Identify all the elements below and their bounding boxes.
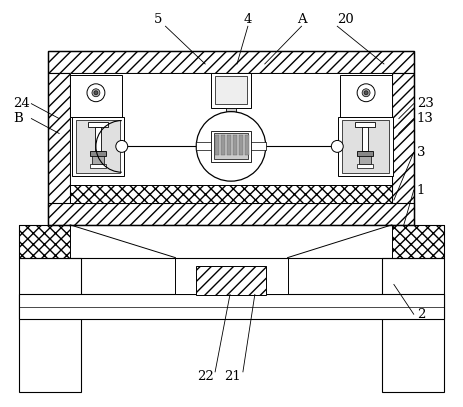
Bar (340, 75, 392, 116)
Text: 13: 13 (417, 112, 434, 125)
Circle shape (362, 89, 370, 97)
Bar (382, 258, 444, 392)
Bar (70, 73, 392, 203)
Bar (357, 151, 373, 156)
Bar (357, 164, 373, 168)
Circle shape (87, 84, 105, 102)
Bar (70, 185, 392, 203)
Text: 21: 21 (225, 370, 241, 383)
Circle shape (94, 91, 98, 95)
Text: 24: 24 (13, 97, 30, 110)
Bar (223, 116, 239, 120)
Text: 5: 5 (154, 13, 163, 26)
Bar (215, 136, 219, 155)
Circle shape (92, 89, 100, 97)
Bar (342, 120, 389, 173)
Bar (355, 122, 375, 127)
Bar (239, 136, 243, 155)
Bar (70, 73, 392, 203)
Bar (92, 156, 104, 164)
Bar (338, 116, 393, 176)
Bar (227, 136, 231, 155)
Bar (48, 203, 414, 225)
Circle shape (196, 112, 266, 181)
Bar (70, 185, 392, 203)
Bar (19, 225, 70, 258)
Bar (72, 116, 124, 176)
Circle shape (116, 140, 128, 152)
Bar (48, 73, 70, 225)
Bar (359, 156, 371, 164)
Bar (70, 75, 122, 116)
Circle shape (364, 91, 368, 95)
Bar (76, 120, 120, 173)
Bar (95, 127, 101, 151)
Bar (226, 108, 236, 116)
Text: 22: 22 (197, 370, 213, 383)
Text: B: B (13, 112, 23, 125)
Bar (362, 127, 368, 151)
Bar (251, 142, 266, 150)
Bar (392, 225, 444, 258)
Bar (19, 294, 444, 319)
Text: 20: 20 (337, 13, 354, 26)
Circle shape (332, 140, 343, 152)
Bar (211, 131, 251, 162)
Bar (19, 258, 81, 392)
Text: A: A (297, 13, 307, 26)
Bar (196, 142, 211, 150)
Bar (233, 136, 237, 155)
Bar (392, 73, 414, 225)
Bar (175, 258, 288, 294)
Bar (19, 225, 444, 258)
Text: 23: 23 (417, 97, 434, 110)
Bar (215, 76, 247, 104)
Text: 4: 4 (244, 13, 252, 26)
Bar (90, 151, 106, 156)
Text: 2: 2 (417, 308, 425, 321)
Text: 3: 3 (417, 146, 425, 159)
Bar (48, 51, 414, 225)
Bar (214, 133, 248, 159)
Bar (88, 122, 108, 127)
Text: 1: 1 (417, 184, 425, 197)
Bar (48, 51, 414, 73)
Bar (196, 266, 266, 295)
Bar (221, 136, 225, 155)
Bar (90, 164, 106, 168)
Bar (245, 136, 249, 155)
Bar (211, 73, 251, 108)
Bar (70, 225, 392, 258)
Circle shape (357, 84, 375, 102)
